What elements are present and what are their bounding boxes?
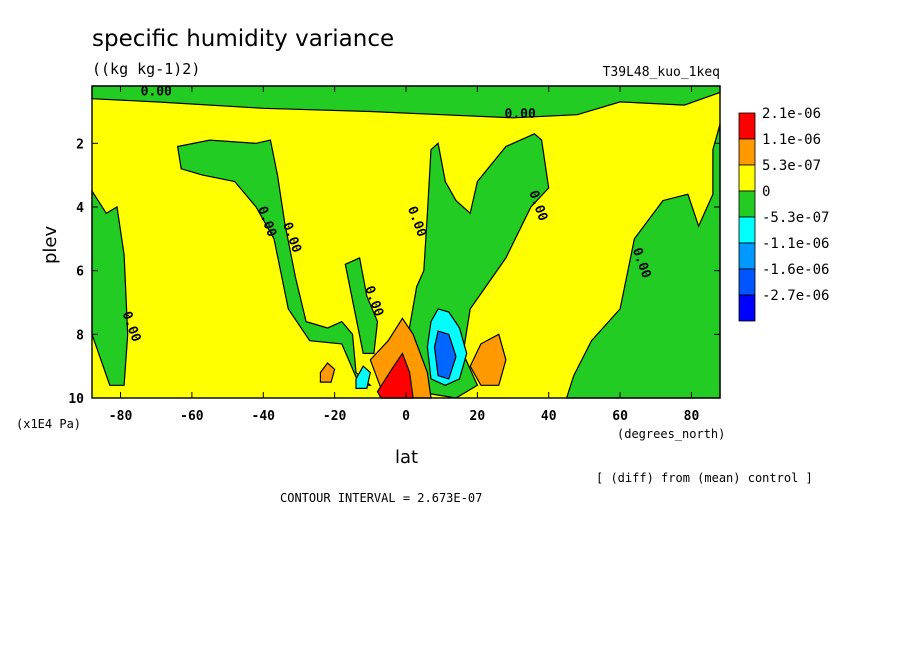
legend-label: -2.7e-06 [762,288,829,304]
diff-note: [ (diff) from (mean) control ] [596,471,813,485]
color-legend: 2.1e-06 1.1e-06 5.3e-07 0 -5.3e-07 -1.1e-06 -1… [738,106,829,322]
y-axis-units: (x1E4 Pa) [16,417,81,431]
x-tick-label: 40 [541,409,557,424]
legend-label: -5.3e-07 [762,210,829,226]
legend-swatch [738,112,756,140]
x-axis-label: lat [395,447,418,468]
region-south-cyan-dot [355,365,371,389]
contour-label: 0.00 [505,107,536,122]
y-tick-label: 4 [76,201,84,216]
y-tick-label: 10 [68,392,84,407]
y-tick-label: 6 [76,265,84,280]
y-axis-label: plev [40,225,61,264]
region-tropical-blue [433,330,457,380]
legend-swatch [738,164,756,192]
legend-label: -1.1e-06 [762,236,829,252]
chart-title: specific humidity variance [92,26,394,52]
legend-swatch [738,138,756,166]
plot-area: 0.000.000.000.00 0.000.000.00 0.000.00-80-… [68,85,721,424]
legend-label: 5.3e-07 [762,158,821,174]
x-tick-label: -80 [109,409,133,424]
legend-swatch [738,268,756,296]
x-tick-label: -20 [323,409,347,424]
x-tick-label: 60 [612,409,628,424]
x-tick-label: 20 [470,409,486,424]
chart-units: ((kg kg-1)2) [92,60,200,78]
legend-label: 2.1e-06 [762,106,821,122]
case-name: T39L48_kuo_1keq [603,65,720,80]
legend-label: -1.6e-06 [762,262,829,278]
y-tick-label: 8 [76,328,84,343]
x-tick-label: 80 [684,409,700,424]
x-axis-units: (degrees_north) [617,427,725,441]
region-south-polar-negative [91,189,129,386]
y-tick-label: 2 [76,137,84,152]
region-south-midlat-negative [176,139,372,386]
x-tick-label: -60 [180,409,204,424]
legend-swatch [738,216,756,244]
x-tick-label: 0 [402,409,410,424]
region-north-orange-blob [469,333,507,386]
region-south-orange-dot [319,362,336,383]
legend-swatch [738,190,756,218]
x-tick-label: -40 [252,409,276,424]
contour-interval: CONTOUR INTERVAL = 2.673E-07 [280,491,482,505]
legend-swatch [738,294,756,322]
legend-swatch [738,242,756,270]
legend-label: 1.1e-06 [762,132,821,148]
legend-label: 0 [762,184,770,200]
region-subtropical-negative [344,257,379,354]
contour-label: 0.00 [141,85,172,100]
